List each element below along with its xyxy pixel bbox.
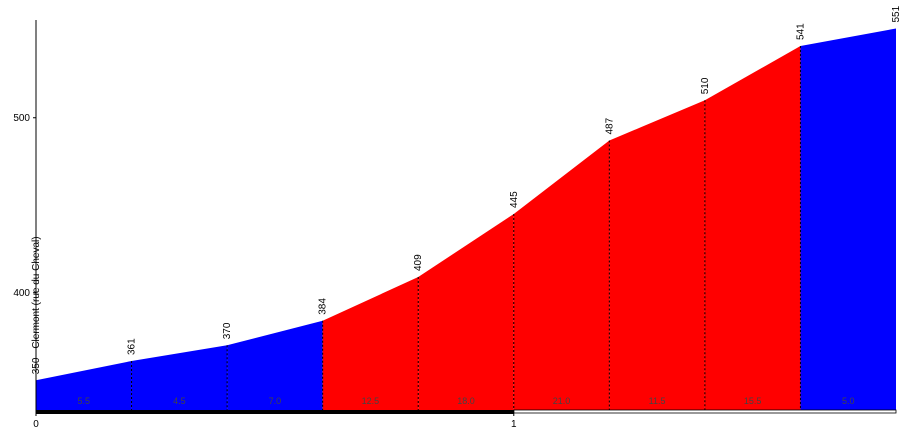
- scale-bar-dark: [36, 410, 514, 414]
- scale-bar-light: [513, 409, 897, 414]
- point-label: 361: [127, 338, 138, 355]
- segment: [36, 361, 132, 410]
- point-label: 510: [700, 77, 711, 94]
- gradient-label: 5.0: [842, 396, 855, 406]
- gradient-label: 18.0: [457, 396, 475, 406]
- x-tick-label: 1: [511, 419, 517, 430]
- segment: [322, 277, 419, 410]
- segment: [227, 320, 323, 410]
- segment: [704, 46, 801, 410]
- gradient-label: 15.5: [744, 396, 762, 406]
- segment: [609, 100, 705, 410]
- gradient-label: 12.5: [362, 396, 380, 406]
- x-tick-label: 0: [33, 419, 39, 430]
- point-label: 445: [509, 191, 520, 208]
- y-tick-label: 400: [13, 288, 30, 299]
- point-label: 370: [222, 322, 233, 339]
- gradient-label: 7.0: [269, 396, 282, 406]
- point-label: 551: [891, 5, 902, 22]
- point-label: 487: [604, 117, 615, 134]
- y-tick-label: 500: [13, 113, 30, 124]
- gradient-label: 4.5: [173, 396, 186, 406]
- gradient-label: 5.5: [78, 396, 91, 406]
- segment: [131, 345, 228, 410]
- point-label: 409: [413, 254, 424, 271]
- segment: [800, 28, 896, 410]
- segment: [513, 140, 610, 410]
- gradient-label: 21.0: [553, 396, 571, 406]
- segment: [418, 214, 514, 410]
- gradient-label: 11.5: [649, 396, 666, 406]
- point-label: 384: [318, 298, 329, 315]
- point-label: 541: [795, 23, 806, 40]
